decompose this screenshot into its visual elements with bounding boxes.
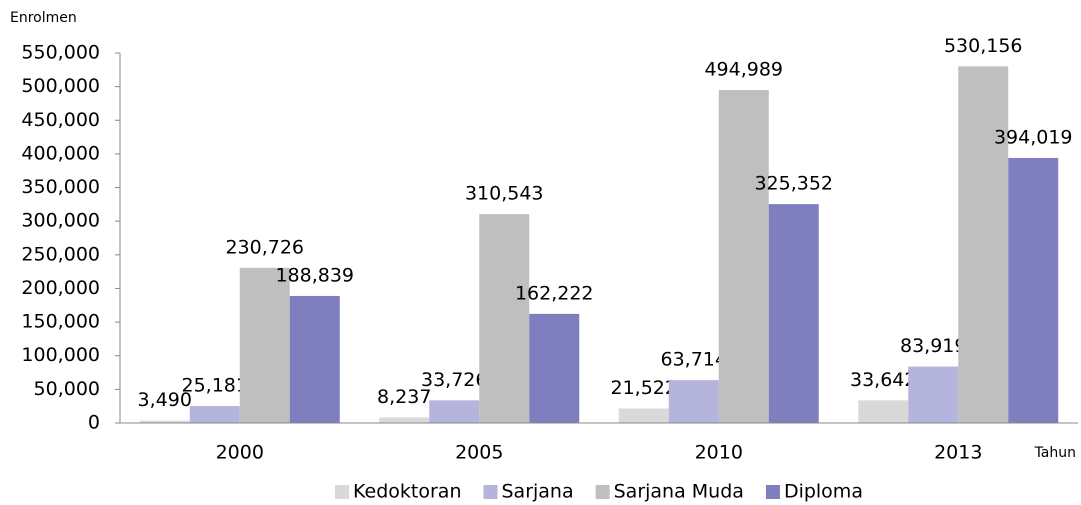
data-label: 325,352: [754, 173, 833, 195]
bar: [529, 313, 580, 423]
bar: [858, 400, 909, 423]
data-label: 494,989: [704, 59, 783, 81]
legend-swatch: [595, 485, 610, 499]
legend-swatch: [335, 485, 350, 499]
y-tick-label: 150,000: [21, 311, 100, 333]
bar: [718, 90, 769, 424]
bar: [1008, 157, 1059, 423]
y-tick-label: 0: [88, 412, 100, 434]
bar: [618, 408, 669, 423]
y-tick-label: 200,000: [21, 277, 100, 299]
bar: [189, 406, 240, 423]
bar: [289, 295, 340, 423]
data-label: 33,642: [850, 369, 916, 391]
y-tick-label: 500,000: [21, 75, 100, 97]
data-label: 33,726: [421, 369, 487, 391]
bar: [958, 66, 1009, 423]
data-label: 394,019: [994, 126, 1073, 148]
data-label: 530,156: [944, 35, 1023, 57]
y-tick-label: 400,000: [21, 142, 100, 164]
data-label: 63,714: [661, 349, 727, 371]
bar: [768, 204, 819, 423]
bar: [908, 366, 959, 423]
y-tick-label: 350,000: [21, 176, 100, 198]
y-axis-label: Enrolmen: [10, 10, 77, 26]
legend-label: Kedoktoran: [353, 481, 461, 503]
bar: [429, 400, 480, 423]
data-label: 310,543: [465, 183, 544, 205]
y-tick-label: 550,000: [21, 42, 100, 64]
bar: [139, 420, 190, 423]
data-label: 21,522: [611, 377, 677, 399]
bar: [668, 380, 719, 423]
data-label: 83,919: [900, 335, 966, 357]
legend-swatch: [765, 485, 780, 499]
x-tick-label: 2005: [455, 442, 503, 464]
bar: [379, 417, 430, 423]
data-label: 162,222: [515, 282, 594, 304]
y-tick-label: 250,000: [21, 243, 100, 265]
x-tick-label: 2000: [216, 442, 264, 464]
data-label: 8,237: [377, 386, 431, 408]
x-tick-label: 2010: [695, 442, 743, 464]
y-tick-label: 450,000: [21, 109, 100, 131]
legend-swatch: [483, 485, 498, 499]
data-label: 3,490: [138, 389, 192, 411]
x-axis-label: Tahun: [1034, 445, 1076, 461]
legend-label: Sarjana: [502, 481, 574, 503]
bar: [239, 267, 290, 423]
data-label: 188,839: [275, 264, 354, 286]
data-label: 25,181: [182, 375, 248, 397]
bar: [479, 214, 530, 423]
data-label: 230,726: [225, 236, 304, 258]
y-tick-label: 100,000: [21, 344, 100, 366]
legend-label: Sarjana Muda: [614, 481, 744, 503]
x-tick-label: 2013: [934, 442, 982, 464]
y-tick-label: 300,000: [21, 210, 100, 232]
legend-label: Diploma: [784, 481, 863, 503]
y-tick-label: 50,000: [34, 378, 100, 400]
